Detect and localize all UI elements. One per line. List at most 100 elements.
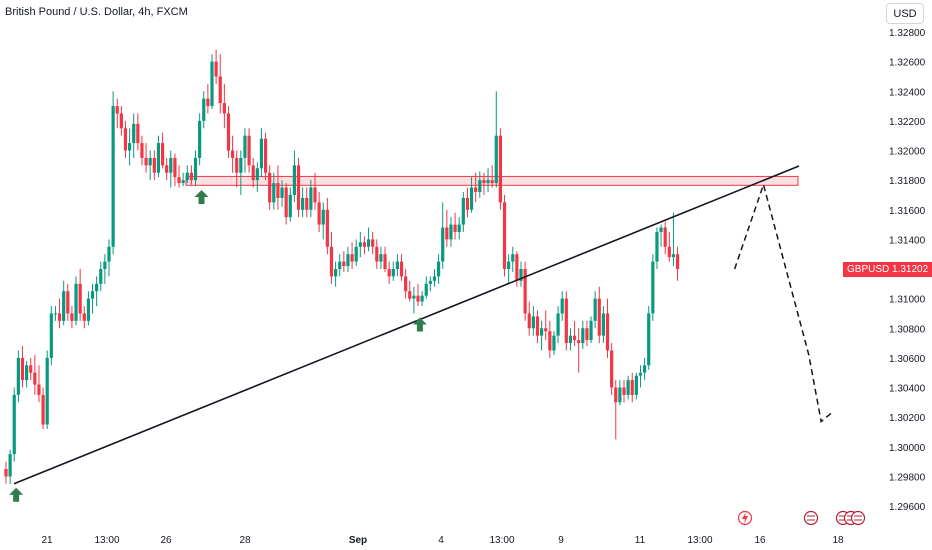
candle-body [461,197,465,225]
flag-event-icon[interactable] [803,510,819,526]
candle-body [272,183,276,203]
candle [107,239,111,277]
candle-body [317,202,321,225]
candle-body [226,113,231,151]
candle-body [99,269,103,284]
candle [202,91,206,129]
candle [317,191,321,232]
candle-body [424,283,428,296]
candle-body [243,135,247,158]
candle [218,54,222,114]
candle [622,380,626,403]
candle [329,231,334,284]
y-tick-label: 1.32200 [889,117,926,128]
candle-body [255,168,259,181]
candle-body [198,120,202,158]
candle [494,91,498,188]
x-tick-label: 13:00 [687,535,712,546]
candle [366,227,371,252]
candle-body [338,261,342,269]
candle-body [321,209,325,225]
candle-body [511,254,515,262]
candle-body [630,380,634,395]
candle [523,261,527,321]
candle-body [655,231,659,262]
candle [243,128,247,173]
candle-body [441,227,445,262]
candle [181,172,185,187]
trendline[interactable] [13,165,800,485]
candle [445,209,449,247]
candle [160,132,165,169]
candle [29,357,33,381]
candle-body [325,209,329,247]
candle [375,239,379,269]
y-tick-label: 1.30600 [889,354,926,365]
candle-body [280,187,284,198]
candle-body [498,135,502,203]
candle-body [313,187,317,203]
candle [387,261,391,284]
y-tick-label: 1.31800 [889,176,926,187]
candle-body [37,384,41,395]
x-tick-label: 21 [41,535,53,546]
candle [630,372,634,403]
candle-body [552,335,556,351]
projection-path[interactable] [733,181,835,423]
candle [634,372,638,400]
candle [391,261,395,281]
candle-body [519,269,523,281]
candle [531,306,535,336]
candle-body [259,138,264,169]
candle-body [387,269,391,277]
lightning-event-icon[interactable] [737,510,753,526]
candle-body [16,357,20,395]
y-tick-label: 1.29800 [889,472,926,483]
last-price-badge: GBPUSD 1.31202 [843,262,932,277]
candle [268,165,272,210]
currency-button[interactable]: USD [886,3,924,24]
candle-body [329,246,334,277]
y-tick-label: 1.31000 [889,295,926,306]
candle-body [354,246,358,262]
candle [136,113,140,151]
candle [432,269,437,287]
candle-body [173,157,177,178]
candle-body [647,313,651,366]
flag-event-icon[interactable] [850,510,866,526]
candle [301,187,305,218]
candle-body [288,194,292,218]
candle-body [181,180,185,184]
candle-body [593,298,597,321]
candle-body [132,123,136,144]
candle-body [412,295,416,299]
candle-body [284,187,288,218]
candle-body [366,239,371,247]
candle [638,365,643,388]
candle-body [231,150,235,158]
candle [231,135,235,173]
candle-body [70,313,74,321]
candle-body [371,239,375,247]
candle [486,168,490,192]
candle [235,150,239,188]
candle-body [614,387,618,403]
y-tick-label: 1.32000 [889,147,926,158]
candle-body [358,242,362,247]
candle [610,343,614,395]
candle-body [82,313,86,321]
candle-body [160,143,165,166]
candle [507,254,511,284]
y-tick-label: 1.32600 [889,58,926,69]
candle-body [350,254,354,262]
candle-body [515,254,519,281]
candle [41,387,45,429]
y-tick-label: 1.30000 [889,443,926,454]
candle [288,187,292,222]
candle-body [548,331,552,351]
candle [581,320,585,349]
candle-body [115,106,119,114]
candle [540,320,544,351]
candle-body [667,246,671,258]
